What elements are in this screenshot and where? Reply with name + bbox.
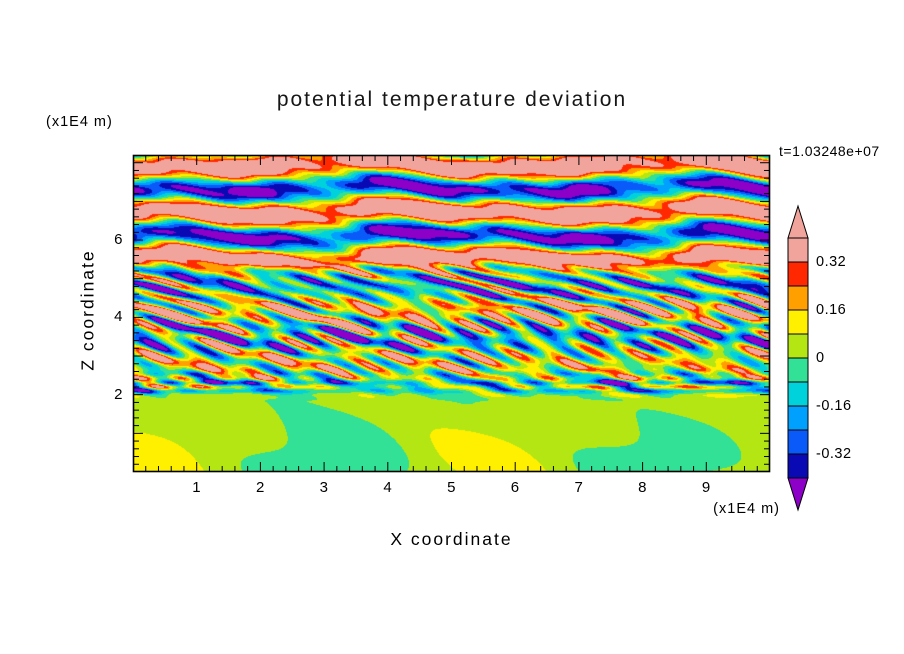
colorbar-arrow-below — [787, 477, 809, 512]
x-tick-label: 8 — [638, 479, 648, 496]
x-tick-label: 1 — [192, 479, 202, 496]
colorbar-segment — [787, 261, 809, 287]
colorbar-tick-label: 0 — [816, 350, 825, 366]
colorbar-segment — [787, 285, 809, 311]
colorbar-segment — [787, 453, 809, 479]
z-tick-label: 6 — [114, 231, 123, 249]
colorbar-tick-label: -0.32 — [816, 446, 852, 462]
x-tick-label: 9 — [701, 479, 711, 496]
colorbar-tick-label: 0.32 — [816, 254, 847, 270]
colorbar-segment — [787, 357, 809, 383]
colorbar-arrow-above — [787, 204, 809, 239]
colorbar-segment — [787, 333, 809, 359]
time-label: t=1.03248e+07 — [779, 143, 880, 159]
plot-title: potential temperature deviation — [276, 88, 628, 111]
colorbar-segment — [787, 381, 809, 407]
x-tick-label: 3 — [319, 479, 329, 496]
z-axis-unit-label: (x1E4 m) — [46, 114, 113, 130]
x-tick-label: 7 — [574, 479, 584, 496]
x-tick-label: 5 — [447, 479, 456, 496]
colorbar-tick-label: 0.16 — [816, 302, 847, 318]
colorbar-segment — [787, 405, 809, 431]
x-axis-title: X coordinate — [390, 529, 513, 549]
x-tick-label: 6 — [510, 479, 520, 496]
colorbar-tick-label: -0.16 — [816, 398, 852, 414]
contour-field-canvas — [133, 155, 770, 472]
x-tick-label: 4 — [383, 479, 393, 496]
z-tick-label: 4 — [114, 308, 123, 326]
colorbar-segment — [787, 429, 809, 455]
x-tick-label: 2 — [255, 479, 265, 496]
colorbar-segment — [787, 309, 809, 335]
colorbar-segment — [787, 237, 809, 263]
z-tick-label: 2 — [114, 385, 123, 403]
x-axis-unit-label: (x1E4 m) — [713, 501, 780, 517]
